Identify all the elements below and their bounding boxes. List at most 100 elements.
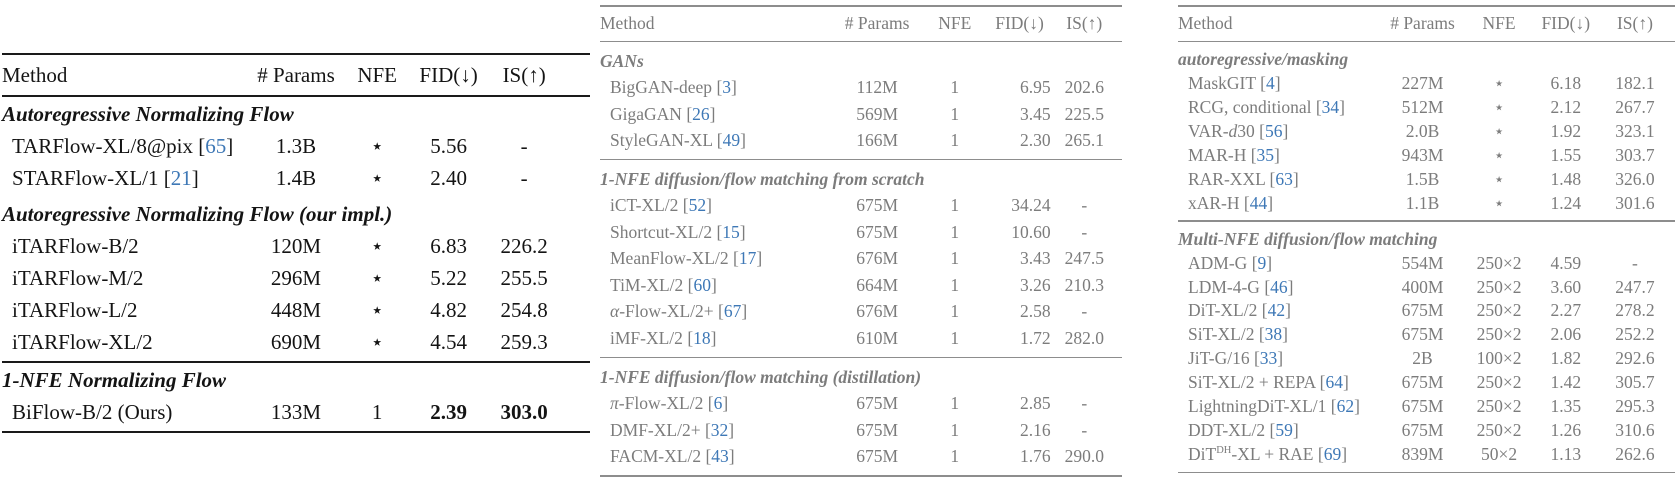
method-cell: BiFlow-B/2 (Ours) [2, 402, 248, 423]
params-cell: 675M [1401, 396, 1444, 417]
method-name: iCT-XL/2 [610, 195, 679, 216]
citation-link[interactable]: 64 [1325, 372, 1343, 393]
method-cell: StyleGAN-XL [49] [610, 130, 746, 151]
citation-link[interactable]: 17 [738, 248, 757, 269]
citation-link[interactable]: 43 [711, 446, 729, 467]
citation-link[interactable]: 32 [710, 419, 729, 440]
table-section: GANs BigGAN-deep [3] 112M 1 6.95 202.6 GigaGAN… [600, 42, 1122, 159]
fid-cell: 2.12 [1550, 97, 1582, 118]
citation-link[interactable]: 9 [1257, 252, 1267, 273]
method-name: MAR-H [1188, 144, 1247, 165]
citation-link[interactable]: 38 [1264, 324, 1283, 345]
method-cell: SiT-XL/2 + REPA [64] [1188, 372, 1349, 393]
fid-cell: 10.60 [1011, 221, 1051, 242]
table-row: GigaGAN [26] 569M 1 3.45 225.5 [600, 101, 1122, 128]
params-cell: 675M [856, 195, 899, 216]
method-name: TiM-XL/2 [610, 274, 684, 295]
fid-cell: 34.24 [1011, 195, 1051, 216]
fid-cell: 4.59 [1550, 252, 1582, 273]
fid-cell: 1.35 [1550, 396, 1582, 417]
nfe-cell: 1 [371, 400, 383, 425]
table-row: iTARFlow-M/2 296M ⋆ 5.22 255.5 [2, 263, 590, 295]
method-name: RAR-XXL [1188, 168, 1266, 189]
nfe-cell: 250×2 [1476, 396, 1522, 417]
method-name: VAR-d30 [1188, 120, 1255, 141]
bottom-rule [600, 475, 1122, 477]
fid-cell: 2.16 [1020, 419, 1051, 440]
citation-link[interactable]: 33 [1259, 348, 1278, 369]
method-cell: α-Flow-XL/2+ [67] [610, 301, 748, 322]
citation-link[interactable]: 46 [1270, 276, 1288, 297]
table-row: RCG, conditional [34] 512M ⋆ 2.12 267.7 [1178, 96, 1675, 120]
nfe-cell: 1 [950, 77, 960, 98]
is-cell: - [520, 134, 528, 159]
citation-link[interactable]: 35 [1256, 144, 1275, 165]
citation-link[interactable]: 49 [722, 130, 741, 151]
fid-cell: 1.72 [1020, 327, 1051, 348]
section-separator-rule [2, 360, 590, 363]
method-cell: VAR-d30 [56] [1188, 120, 1289, 141]
nfe-cell: 100×2 [1476, 348, 1522, 369]
nfe-cell: ⋆ [1493, 73, 1505, 94]
method-cell: iCT-XL/2 [52] [610, 195, 712, 216]
method-name: MeanFlow-XL/2 [610, 248, 729, 269]
citation-link[interactable]: 65 [205, 134, 227, 159]
is-cell: - [1081, 301, 1088, 322]
citation-link[interactable]: 69 [1323, 443, 1342, 464]
params-cell: 1.5B [1405, 168, 1440, 189]
citation-link[interactable]: 3 [722, 77, 732, 98]
is-cell: 278.2 [1615, 300, 1655, 321]
citation-link[interactable]: 21 [170, 166, 192, 191]
fid-cell: 2.27 [1550, 300, 1582, 321]
citation-link[interactable]: 60 [693, 274, 711, 295]
method-cell: GigaGAN [26] [610, 103, 716, 124]
params-cell: 676M [856, 301, 899, 322]
citation-link[interactable]: 26 [692, 103, 710, 124]
citation-link[interactable]: 4 [1265, 73, 1275, 94]
nfe-cell: 250×2 [1476, 419, 1522, 440]
is-cell: 282.0 [1064, 327, 1104, 348]
citation-link[interactable]: 52 [688, 195, 707, 216]
column-header-method: Method [1178, 13, 1233, 34]
column-header-row: Method # Params NFE FID(↓) IS(↑) [600, 7, 1122, 41]
nfe-cell: ⋆ [370, 330, 384, 355]
citation-link[interactable]: 59 [1275, 419, 1293, 440]
params-cell: 512M [1401, 97, 1444, 118]
method-cell: iTARFlow-XL/2 [2, 332, 248, 353]
citation-link[interactable]: 6 [713, 393, 723, 414]
fid-cell: 1.48 [1550, 168, 1582, 189]
nfe-cell: ⋆ [370, 234, 384, 259]
is-cell: 182.1 [1615, 73, 1655, 94]
column-header-is: IS(↑) [1066, 13, 1103, 34]
table-row: DiT-XL/2 [42] 675M 250×2 2.27 278.2 [1178, 299, 1675, 323]
table-gan-1nfe-diffusion-results: Method # Params NFE FID(↓) IS(↑) GANs BigGAN-d… [600, 5, 1122, 477]
citation-link[interactable]: 44 [1249, 192, 1268, 213]
citation-link[interactable]: 67 [723, 301, 742, 322]
method-cell: JiT-G/16 [33] [1188, 348, 1284, 369]
table-row: Shortcut-XL/2 [15] 675M 1 10.60 - [600, 219, 1122, 246]
is-cell: 254.8 [500, 298, 548, 323]
method-cell: TARFlow-XL/8@pix [65] [12, 134, 234, 159]
table-row: iTARFlow-L/2 448M ⋆ 4.82 254.8 [2, 295, 590, 327]
citation-link[interactable]: 42 [1267, 300, 1286, 321]
params-cell: 554M [1401, 252, 1444, 273]
method-cell: xAR-H [44] [1188, 192, 1274, 213]
citation-link[interactable]: 18 [693, 327, 711, 348]
fid-cell: 6.95 [1020, 77, 1051, 98]
fid-cell: 2.06 [1550, 324, 1582, 345]
fid-cell: 5.22 [430, 266, 467, 291]
top-rule [600, 5, 1122, 7]
params-cell: 675M [856, 393, 899, 414]
method-name: FACM-XL/2 [610, 446, 702, 467]
citation-link[interactable]: 34 [1321, 97, 1340, 118]
citation-link[interactable]: 15 [722, 221, 740, 242]
section-title: 1-NFE diffusion/flow matching (distillat… [600, 366, 922, 387]
citation-link[interactable]: 63 [1275, 168, 1293, 189]
nfe-cell: 50×2 [1481, 443, 1518, 464]
fid-cell: 3.43 [1020, 248, 1051, 269]
citation-link[interactable]: 62 [1336, 396, 1355, 417]
table-row: BigGAN-deep [3] 112M 1 6.95 202.6 [600, 75, 1122, 102]
citation-link[interactable]: 56 [1264, 120, 1283, 141]
is-cell: - [1081, 393, 1088, 414]
nfe-cell: 1 [950, 221, 960, 242]
